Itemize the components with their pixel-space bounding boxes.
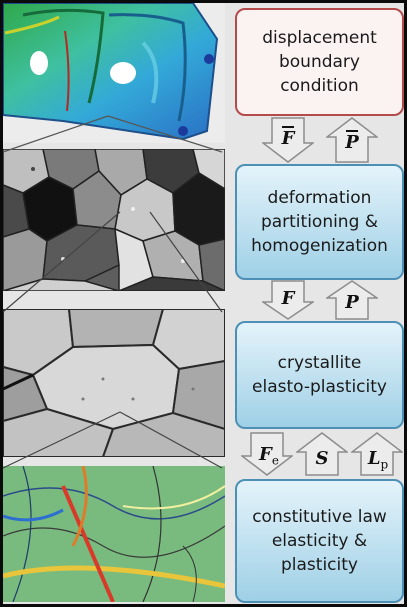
label-F: F — [281, 288, 295, 309]
constitutive-law-box: constitutive law elasticity & plasticity — [235, 479, 404, 603]
label-Lp: Lp — [367, 448, 389, 472]
polycrystal-micrograph-panel — [3, 149, 225, 291]
crystallite-box: crystallite elasto-plasticity — [235, 321, 404, 429]
label-Fe: Fe — [259, 444, 279, 468]
crystallite-micrograph-image — [3, 309, 225, 457]
label-P: P — [345, 292, 359, 313]
up-arrow-level1 — [326, 117, 378, 163]
overbar — [282, 126, 294, 128]
down-arrow-level2 — [262, 280, 314, 320]
label-S: S — [315, 448, 329, 469]
dislocation-network-panel — [3, 466, 225, 602]
polycrystal-micrograph-image — [3, 149, 225, 291]
label-F-bar: F — [281, 126, 295, 149]
displacement-boundary-label: displacement boundary condition — [262, 28, 377, 96]
fem-part-image — [3, 3, 225, 143]
up-arrow-Lp — [351, 432, 403, 476]
down-arrow-level1 — [262, 117, 314, 163]
down-arrow-Fe — [241, 432, 293, 476]
displacement-boundary-box: displacement boundary condition — [235, 8, 404, 116]
crystallite-label: crystallite elasto-plasticity — [252, 353, 387, 397]
crystallite-micrograph-panel — [3, 309, 225, 457]
overbar — [346, 130, 358, 132]
up-arrow-S — [296, 432, 348, 476]
deformation-partitioning-label: deformation partitioning & homogenizatio… — [251, 188, 388, 256]
dislocation-network-image — [3, 466, 225, 602]
label-P-bar: P — [345, 130, 359, 153]
up-arrow-level2 — [326, 280, 378, 320]
fem-part-panel — [3, 3, 225, 143]
deformation-partitioning-box: deformation partitioning & homogenizatio… — [235, 164, 404, 280]
constitutive-law-label: constitutive law elasticity & plasticity — [252, 507, 387, 575]
